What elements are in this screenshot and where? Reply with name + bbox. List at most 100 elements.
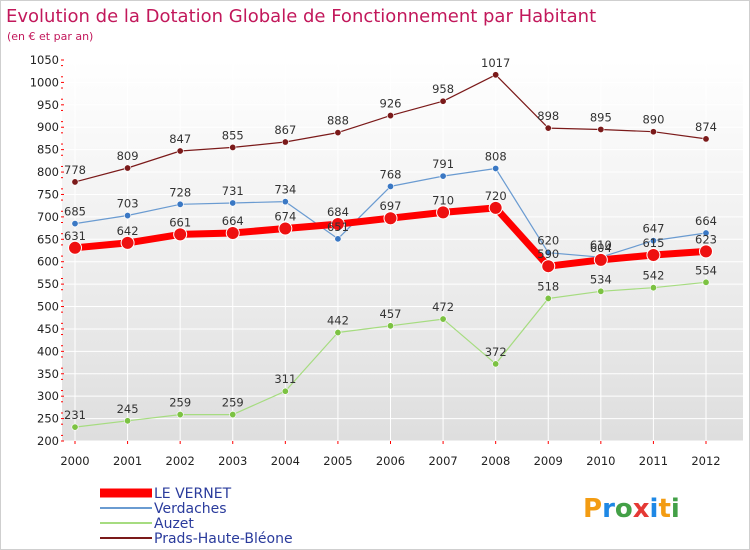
data-label: 472 [432, 300, 454, 314]
brand-logo: Proxiti [583, 494, 680, 524]
data-label: 647 [642, 222, 664, 236]
data-point [597, 125, 605, 133]
data-label: 898 [537, 109, 559, 123]
data-label: 674 [274, 210, 296, 224]
data-point [544, 294, 552, 302]
data-point [229, 143, 237, 151]
data-point [544, 124, 552, 132]
data-point [439, 97, 447, 105]
y-tick-label: 1050 [30, 53, 59, 67]
legend-label: Auzet [154, 516, 194, 532]
data-point [68, 240, 82, 255]
data-point [541, 259, 556, 274]
data-label: 791 [432, 157, 454, 171]
chart-title: Evolution de la Dotation Globale de Fonc… [6, 6, 596, 27]
data-point [649, 128, 657, 136]
data-label: 604 [590, 241, 612, 255]
data-label: 311 [274, 372, 296, 386]
data-label: 372 [485, 345, 507, 359]
data-label: 731 [222, 184, 244, 198]
y-tick-label: 250 [37, 412, 59, 426]
data-label: 518 [537, 279, 559, 293]
data-point [229, 199, 237, 207]
legend-label: LE VERNET [154, 486, 232, 502]
x-tick-label: 2010 [586, 454, 615, 468]
y-tick-label: 1000 [30, 75, 59, 89]
data-point [176, 200, 184, 208]
data-label: 895 [590, 110, 612, 124]
x-tick-label: 2000 [60, 454, 89, 468]
data-label: 620 [537, 234, 559, 248]
data-label: 554 [695, 263, 717, 277]
data-label: 697 [380, 199, 402, 213]
x-tick-label: 2002 [166, 454, 195, 468]
data-label: 245 [117, 402, 139, 416]
legend: LE VERNETVerdachesAuzetPrads-Haute-Bléon… [100, 486, 293, 547]
data-label: 631 [64, 229, 86, 243]
y-tick-label: 800 [37, 165, 59, 179]
data-label: 710 [432, 193, 454, 207]
data-point [702, 278, 710, 286]
data-point [120, 235, 135, 250]
data-point [71, 178, 79, 186]
data-point [334, 329, 342, 337]
data-label: 642 [117, 224, 139, 238]
data-label: 664 [695, 214, 717, 228]
series-group [68, 71, 713, 431]
y-tick-label: 500 [37, 300, 59, 314]
data-point [281, 198, 289, 206]
data-point [281, 387, 289, 395]
data-point [649, 284, 657, 292]
data-label: 664 [222, 214, 244, 228]
data-label: 847 [169, 132, 191, 146]
y-tick-label: 950 [37, 98, 59, 112]
data-label: 888 [327, 114, 349, 128]
data-labels: 778 809 847 855 867 888 926 958 1017 898 895 890 874… [64, 56, 717, 422]
data-point [597, 287, 605, 295]
data-label: 259 [169, 396, 191, 410]
data-label: 590 [537, 247, 559, 261]
data-point [330, 217, 345, 232]
data-point [281, 138, 289, 146]
data-point [383, 211, 398, 226]
y-tick-label: 600 [37, 255, 59, 269]
data-point [439, 172, 447, 180]
data-label: 728 [169, 185, 191, 199]
y-tick-label: 900 [37, 120, 59, 134]
data-point [334, 235, 342, 243]
data-point [544, 249, 552, 257]
data-label: 874 [695, 120, 717, 134]
data-point [71, 423, 79, 431]
x-tick-label: 2009 [534, 454, 563, 468]
data-label: 703 [117, 197, 139, 211]
y-tick-label: 450 [37, 322, 59, 336]
y-tick-label: 700 [37, 210, 59, 224]
data-label: 926 [380, 97, 402, 111]
data-label: 610 [590, 238, 612, 252]
data-point [386, 182, 394, 190]
x-tick-label: 2007 [428, 454, 457, 468]
y-tick-label: 200 [37, 434, 59, 448]
data-point [492, 71, 500, 79]
data-label: 661 [169, 215, 191, 229]
data-label: 778 [64, 163, 86, 177]
data-label: 890 [642, 113, 664, 127]
data-point [386, 322, 394, 330]
data-point [702, 229, 710, 237]
data-label: 231 [64, 408, 86, 422]
data-label: 457 [380, 307, 402, 321]
data-label: 623 [695, 232, 717, 246]
data-point [229, 411, 237, 419]
data-label: 768 [380, 167, 402, 181]
data-label: 542 [642, 269, 664, 283]
y-tick-label: 650 [37, 232, 59, 246]
x-tick-label: 2012 [691, 454, 720, 468]
data-point [124, 417, 132, 425]
plot-area [62, 60, 743, 441]
data-point [646, 247, 661, 262]
data-point [436, 205, 451, 220]
data-point [71, 220, 79, 228]
data-point [649, 237, 657, 245]
